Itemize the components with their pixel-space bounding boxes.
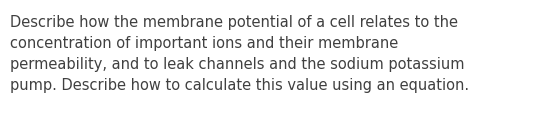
Text: Describe how the membrane potential of a cell relates to the
concentration of im: Describe how the membrane potential of a… [10, 15, 469, 93]
